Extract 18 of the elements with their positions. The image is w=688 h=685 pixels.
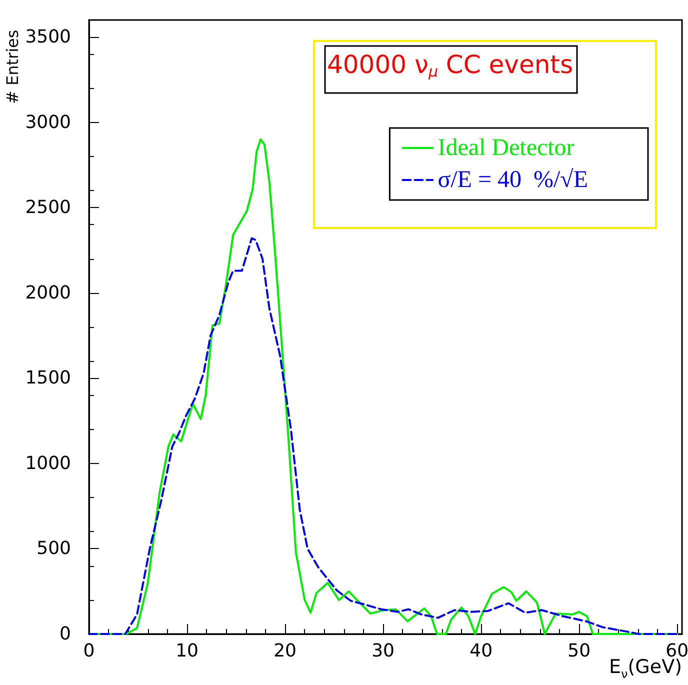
legend-label: Ideal Detector xyxy=(438,135,574,161)
x-tick-label: 50 xyxy=(568,640,591,662)
y-tick-label: 1500 xyxy=(25,368,71,389)
y-axis-title: # Entries xyxy=(3,30,22,104)
y-tick-label: 3500 xyxy=(25,26,71,48)
y-tick-label: 2500 xyxy=(25,197,71,218)
y-tick-label: 0 xyxy=(60,624,71,644)
y-tick-label: 1000 xyxy=(25,452,71,474)
y-tick-label: 2000 xyxy=(25,282,71,304)
x-tick-label: 30 xyxy=(372,640,395,662)
y-tick-label: 500 xyxy=(36,538,71,560)
x-tick-label: 40 xyxy=(470,640,493,662)
legend-label: σ/E = 40 %/√E xyxy=(438,167,588,193)
x-tick-label: 0 xyxy=(83,640,95,662)
x-tick-label: 20 xyxy=(274,640,296,662)
y-tick-label: 3000 xyxy=(25,112,71,133)
line-series xyxy=(88,237,678,635)
x-tick-label: 10 xyxy=(176,640,198,662)
